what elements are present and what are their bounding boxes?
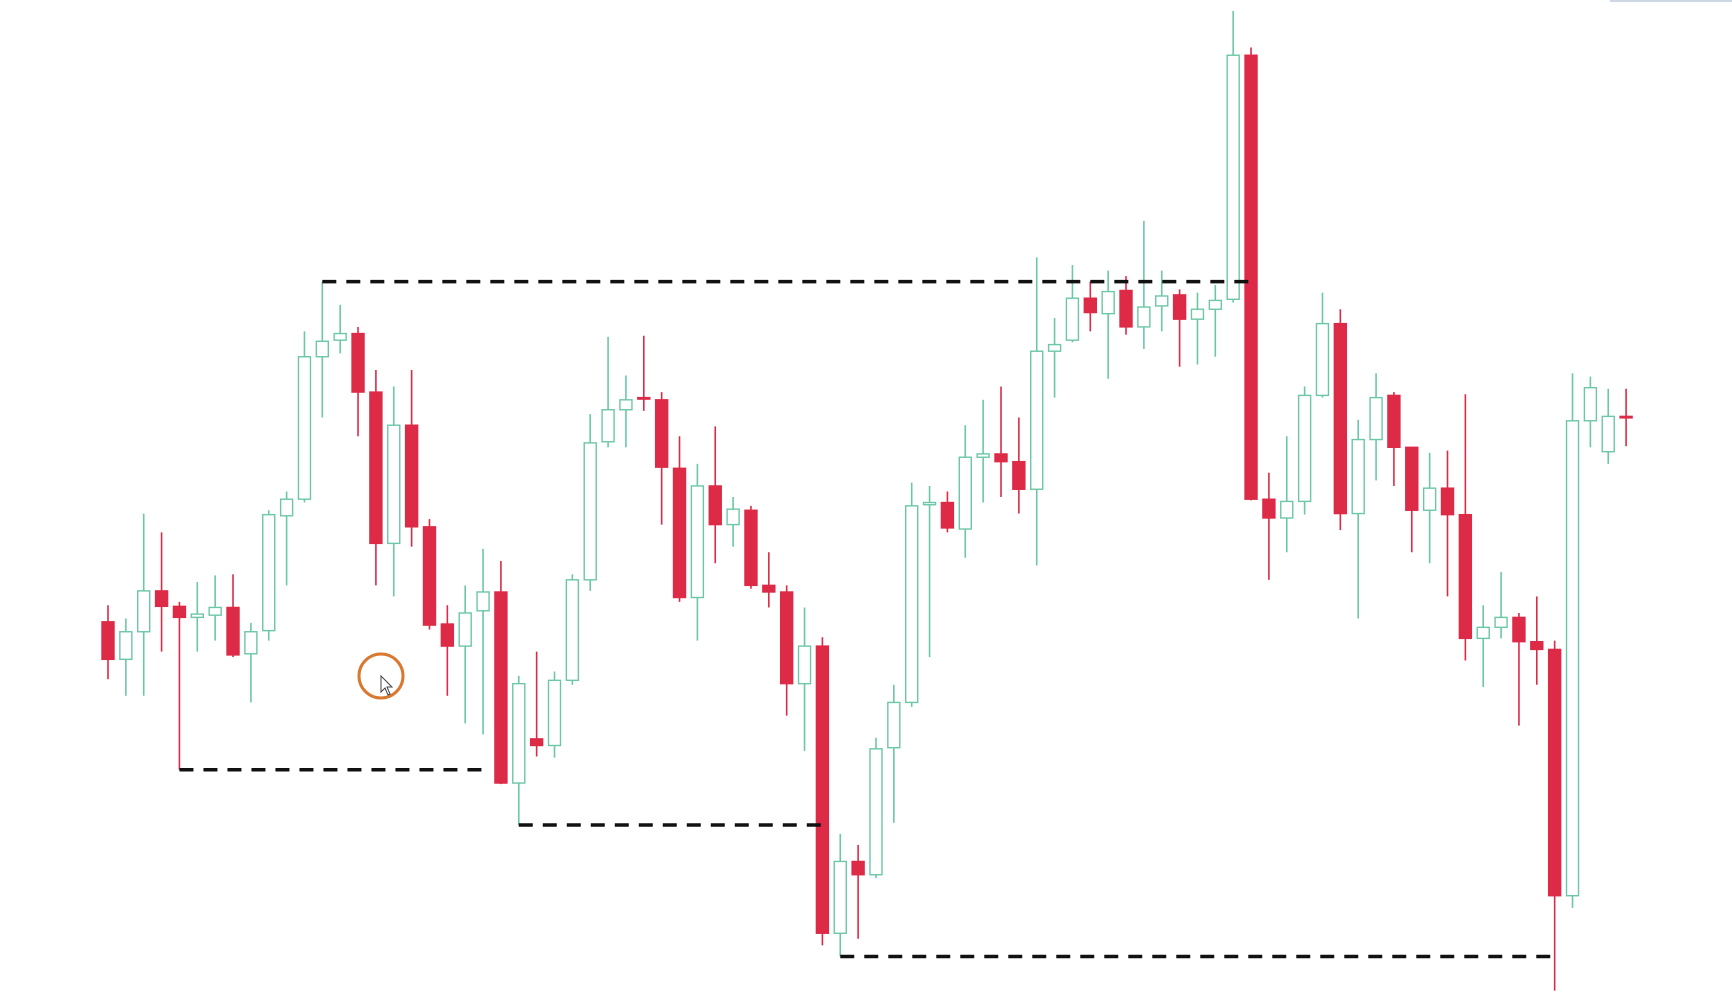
candle-body bbox=[958, 456, 972, 530]
candle-body bbox=[1012, 460, 1026, 490]
candle-body bbox=[1369, 396, 1383, 441]
candle-body bbox=[440, 623, 455, 647]
candle-body bbox=[851, 860, 865, 876]
candle-body bbox=[976, 453, 990, 458]
candle-body bbox=[315, 340, 330, 358]
candle-body bbox=[1119, 289, 1133, 328]
candle-body bbox=[583, 442, 597, 581]
candle-body bbox=[244, 631, 258, 655]
candle-body bbox=[512, 682, 526, 784]
cursor-arrow bbox=[380, 674, 394, 696]
candle-body bbox=[779, 591, 794, 685]
candle-body bbox=[297, 356, 312, 500]
candle-body bbox=[869, 748, 883, 876]
candle-body bbox=[458, 612, 472, 647]
candle-body bbox=[833, 860, 847, 934]
candle-body bbox=[815, 645, 830, 934]
candle-body bbox=[887, 701, 901, 749]
candle-body bbox=[1047, 343, 1062, 352]
candle-body bbox=[422, 526, 437, 626]
candle-body bbox=[1583, 386, 1598, 422]
candle-body bbox=[905, 505, 919, 704]
candle-body bbox=[940, 501, 955, 529]
candle-body bbox=[1333, 322, 1348, 515]
candle-body bbox=[1172, 294, 1187, 320]
cursor bbox=[357, 652, 405, 700]
candle-body bbox=[154, 590, 169, 608]
candle-body bbox=[333, 332, 347, 341]
candle-body bbox=[690, 485, 705, 599]
candle-body bbox=[190, 613, 205, 619]
candle-body bbox=[262, 513, 276, 632]
candle-body bbox=[1244, 54, 1258, 500]
candle-body bbox=[994, 453, 1008, 463]
candle-body bbox=[762, 584, 776, 593]
candle-body bbox=[529, 738, 544, 747]
candle-body bbox=[672, 467, 687, 599]
candle-body bbox=[1565, 420, 1580, 897]
candle-body bbox=[1458, 513, 1473, 640]
candle-body bbox=[1155, 295, 1169, 307]
candle-body bbox=[547, 679, 562, 747]
candle-body bbox=[1530, 640, 1544, 651]
cursor-highlight bbox=[357, 652, 405, 700]
candle-body bbox=[1315, 322, 1330, 397]
candle-body bbox=[744, 509, 758, 587]
candle-body bbox=[1297, 394, 1312, 503]
candle-body bbox=[797, 645, 812, 685]
candle-body bbox=[1137, 306, 1151, 328]
candle-body bbox=[351, 332, 365, 393]
candle-body bbox=[101, 621, 115, 661]
candle-body bbox=[1512, 616, 1526, 643]
candle-body bbox=[387, 424, 401, 545]
candle-body bbox=[1619, 415, 1633, 419]
candle-body bbox=[1387, 394, 1401, 449]
candle-body bbox=[226, 606, 240, 656]
candle-body bbox=[637, 396, 651, 400]
candle-body bbox=[404, 424, 419, 528]
candle-body bbox=[1422, 487, 1437, 511]
candle-body bbox=[1476, 626, 1490, 640]
candle-body bbox=[1280, 500, 1294, 519]
candle-body bbox=[494, 591, 508, 784]
candle-body bbox=[1440, 487, 1455, 516]
candle-body bbox=[1262, 498, 1276, 519]
candle-body bbox=[1351, 438, 1365, 515]
candle-body bbox=[565, 579, 580, 682]
candle-body bbox=[137, 590, 151, 633]
candle-body bbox=[1208, 299, 1223, 310]
candle-body bbox=[726, 508, 740, 526]
candles bbox=[101, 11, 1633, 991]
candle-body bbox=[1226, 54, 1240, 301]
candle-body bbox=[1083, 297, 1098, 314]
candle-body bbox=[1494, 616, 1508, 629]
candle-body bbox=[1601, 415, 1615, 453]
candle-body bbox=[1030, 350, 1044, 490]
candle-body bbox=[619, 399, 633, 411]
candle-body bbox=[1405, 446, 1419, 511]
candle-body bbox=[1101, 290, 1115, 315]
candle-body bbox=[708, 485, 722, 526]
candle-body bbox=[208, 606, 222, 616]
candle-body bbox=[1190, 308, 1205, 320]
candle-body bbox=[1547, 648, 1562, 897]
candle-body bbox=[119, 631, 133, 661]
candle-body bbox=[654, 399, 669, 468]
candle-body bbox=[369, 391, 383, 545]
candle-body bbox=[922, 501, 937, 506]
candle-body bbox=[1065, 297, 1080, 341]
candle-body bbox=[172, 605, 187, 619]
candle-body bbox=[476, 591, 490, 612]
candle-body bbox=[601, 409, 615, 443]
candle-body bbox=[279, 498, 294, 517]
